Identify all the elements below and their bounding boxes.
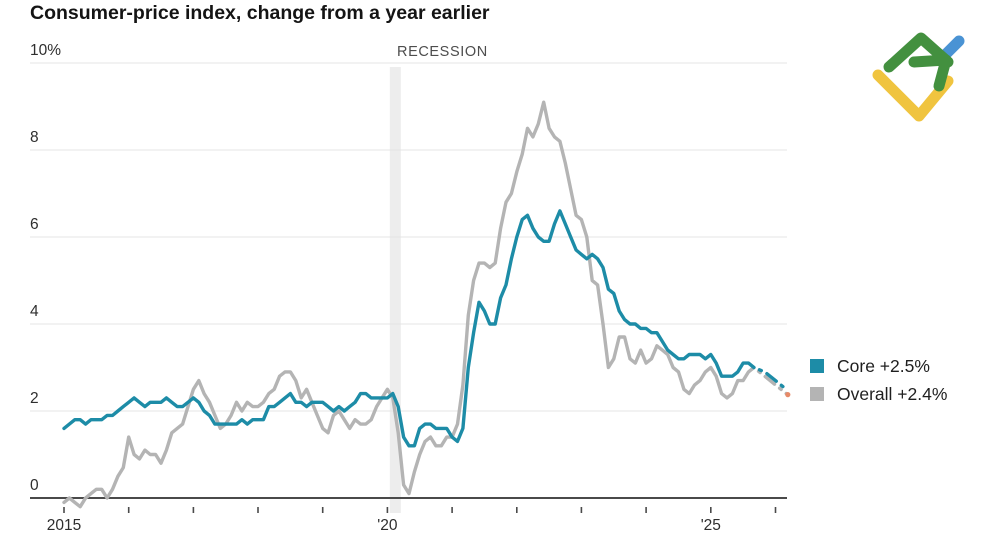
latest-point-marker <box>785 392 791 398</box>
core-series-label: Core +2.5% <box>837 355 930 376</box>
y-axis-label: 10% <box>30 42 62 59</box>
core-series-swatch <box>810 359 824 373</box>
core-forecast-dotted <box>752 365 788 391</box>
litefinance-logo <box>872 32 965 122</box>
x-axis-label: '25 <box>700 517 721 534</box>
x-axis-label: '20 <box>377 517 398 534</box>
legend-item-core: Core +2.5% <box>810 352 947 380</box>
overall-forecast-dotted <box>752 365 788 396</box>
recession-annotation: RECESSION <box>397 44 488 60</box>
y-axis-label: 8 <box>30 129 39 146</box>
overall-line <box>62 100 756 509</box>
core-line <box>62 209 756 448</box>
y-axis-label: 6 <box>30 216 39 233</box>
y-axis-label: 2 <box>30 390 39 407</box>
chart-title: Consumer-price index, change from a year… <box>30 2 490 24</box>
logo-yellow-mark <box>872 69 954 122</box>
logo-green-bar <box>908 54 952 92</box>
legend-item-overall: Overall +2.4% <box>810 380 947 408</box>
y-axis-label: 4 <box>30 303 39 320</box>
legend: Core +2.5% Overall +2.4% <box>810 352 947 408</box>
overall-series-label: Overall +2.4% <box>837 383 948 404</box>
overall-series-swatch <box>810 387 824 401</box>
x-axis-label: 2015 <box>46 517 82 534</box>
logo-green-chevron <box>883 32 954 73</box>
recession-band <box>389 67 401 513</box>
y-axis-label: 0 <box>30 477 39 494</box>
